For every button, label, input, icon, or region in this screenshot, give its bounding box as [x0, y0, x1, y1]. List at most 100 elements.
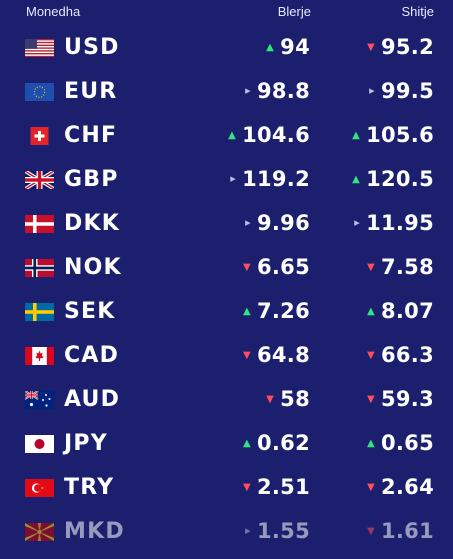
rate-row-sek[interactable]: SEK ▲ 7.26 ▲ 8.07 [0, 291, 453, 335]
buy-column-header: Blerje [277, 4, 311, 19]
buy-value: 98.8 [256, 79, 310, 103]
trend-flat-icon: ▸ [245, 216, 251, 229]
currency-code: DKK [64, 211, 120, 236]
rate-row-mkd[interactable]: MKD ▸ 1.55 ▼ 1.61 [0, 511, 453, 555]
rate-row-cad[interactable]: CAD ▼ 64.8 ▼ 66.3 [0, 335, 453, 379]
buy-rate: ▲ 0.62 [243, 431, 310, 455]
rate-row-try[interactable]: TRY ▼ 2.51 ▼ 2.64 [0, 467, 453, 511]
sell-value: 7.58 [380, 255, 434, 279]
trend-down-icon: ▼ [242, 350, 251, 361]
currency-code: USD [64, 35, 120, 60]
trend-up-icon: ▲ [266, 42, 275, 53]
trend-down-icon: ▼ [366, 262, 375, 273]
buy-value: 2.51 [256, 475, 310, 499]
sell-rate: ▼ 66.3 [367, 343, 434, 367]
rate-row-aud[interactable]: AUD ▼ 58 ▼ 59.3 [0, 379, 453, 423]
buy-value: 1.55 [256, 519, 310, 543]
sell-rate: ▼ 2.64 [367, 475, 434, 499]
table-header: Monedha Blerje Shitje [0, 0, 453, 26]
buy-rate: ▲ 104.6 [228, 123, 310, 147]
dk-flag-icon [25, 215, 54, 233]
buy-value: 58 [280, 387, 310, 411]
sell-value: 8.07 [380, 299, 434, 323]
rate-row-jpy[interactable]: JPY ▲ 0.62 ▲ 0.65 [0, 423, 453, 467]
trend-flat-icon: ▸ [230, 172, 237, 185]
buy-rate: ▼ 64.8 [243, 343, 310, 367]
currency-code: AUD [64, 387, 121, 412]
mk-flag-icon [25, 523, 54, 541]
trend-up-icon: ▲ [352, 174, 361, 185]
trend-up-icon: ▲ [352, 130, 361, 141]
ca-flag-icon [25, 347, 54, 365]
sell-rate: ▼ 95.2 [367, 35, 434, 59]
trend-down-icon: ▼ [242, 482, 251, 493]
sell-rate: ▸ 11.95 [354, 211, 434, 235]
exchange-rate-list: USD ▲ 94 ▼ 95.2 EUR ▸ 98.8 ▸ 99.5 CHF ▲ 104.6… [0, 27, 453, 555]
gb-flag-icon [25, 171, 54, 189]
buy-value: 7.26 [256, 299, 310, 323]
trend-up-icon: ▲ [242, 438, 251, 449]
trend-up-icon: ▲ [242, 306, 251, 317]
sell-value: 11.95 [366, 211, 434, 235]
buy-rate: ▲ 7.26 [243, 299, 310, 323]
buy-rate: ▸ 1.55 [245, 519, 310, 543]
trend-up-icon: ▲ [366, 306, 375, 317]
rate-row-nok[interactable]: NOK ▼ 6.65 ▼ 7.58 [0, 247, 453, 291]
rate-row-gbp[interactable]: GBP ▸ 119.2 ▲ 120.5 [0, 159, 453, 203]
currency-code: CAD [64, 343, 120, 368]
sell-column-header: Shitje [401, 4, 434, 19]
trend-down-icon: ▼ [266, 394, 275, 405]
sell-value: 1.61 [380, 519, 434, 543]
eu-flag-icon [25, 83, 54, 101]
sell-value: 0.65 [380, 431, 434, 455]
trend-down-icon: ▼ [366, 350, 375, 361]
trend-down-icon: ▼ [366, 526, 375, 537]
jp-flag-icon [25, 435, 54, 453]
buy-value: 94 [280, 35, 310, 59]
sell-value: 59.3 [380, 387, 434, 411]
buy-rate: ▼ 6.65 [243, 255, 310, 279]
trend-down-icon: ▼ [366, 42, 375, 53]
sell-value: 95.2 [380, 35, 434, 59]
currency-code: GBP [64, 167, 119, 192]
currency-code: SEK [64, 299, 116, 324]
trend-flat-icon: ▸ [245, 524, 251, 537]
currency-code: CHF [64, 123, 118, 148]
no-flag-icon [25, 259, 54, 277]
se-flag-icon [25, 303, 54, 321]
sell-rate: ▸ 99.5 [369, 79, 434, 103]
currency-code: NOK [64, 255, 122, 280]
buy-rate: ▸ 9.96 [245, 211, 310, 235]
buy-value: 64.8 [256, 343, 310, 367]
buy-value: 104.6 [242, 123, 310, 147]
buy-rate: ▼ 58 [266, 387, 310, 411]
trend-flat-icon: ▸ [354, 216, 361, 229]
currency-column-header: Monedha [26, 4, 81, 19]
buy-rate: ▸ 98.8 [245, 79, 310, 103]
sell-rate: ▲ 8.07 [367, 299, 434, 323]
sell-rate: ▲ 0.65 [367, 431, 434, 455]
rate-row-dkk[interactable]: DKK ▸ 9.96 ▸ 11.95 [0, 203, 453, 247]
buy-value: 6.65 [256, 255, 310, 279]
buy-value: 119.2 [242, 167, 310, 191]
sell-value: 120.5 [366, 167, 434, 191]
trend-flat-icon: ▸ [245, 84, 251, 97]
us-flag-icon [25, 39, 54, 57]
rate-row-eur[interactable]: EUR ▸ 98.8 ▸ 99.5 [0, 71, 453, 115]
buy-rate: ▸ 119.2 [230, 167, 310, 191]
currency-code: TRY [64, 475, 115, 500]
buy-value: 0.62 [256, 431, 310, 455]
currency-code: EUR [64, 79, 118, 104]
buy-rate: ▲ 94 [266, 35, 310, 59]
sell-rate: ▼ 1.61 [367, 519, 434, 543]
trend-down-icon: ▼ [366, 394, 375, 405]
sell-rate: ▼ 7.58 [367, 255, 434, 279]
tr-flag-icon [25, 479, 54, 497]
rate-row-chf[interactable]: CHF ▲ 104.6 ▲ 105.6 [0, 115, 453, 159]
sell-value: 105.6 [366, 123, 434, 147]
trend-down-icon: ▼ [242, 262, 251, 273]
ch-flag-icon [25, 127, 54, 145]
rate-row-usd[interactable]: USD ▲ 94 ▼ 95.2 [0, 27, 453, 71]
trend-up-icon: ▲ [366, 438, 375, 449]
sell-rate: ▲ 105.6 [352, 123, 434, 147]
